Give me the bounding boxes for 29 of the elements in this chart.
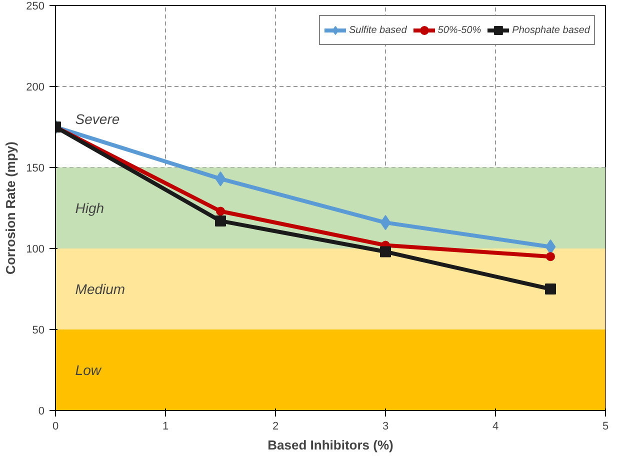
y-tick-label: 50: [32, 324, 45, 336]
x-tick-label: 2: [272, 420, 279, 432]
legend-label: 50%-50%: [438, 24, 482, 36]
point: [215, 171, 226, 186]
point: [216, 206, 225, 216]
point: [215, 215, 226, 226]
x-tick-label: 3: [382, 420, 389, 432]
legend-label: Sulfite based: [348, 24, 407, 36]
band-label: Low: [75, 362, 102, 378]
y-tick-label: 250: [26, 0, 45, 12]
x-tick-label: 4: [492, 420, 499, 432]
y-tick-label: 200: [26, 82, 45, 94]
legend-label: Phosphate based: [512, 24, 590, 36]
point: [380, 246, 391, 258]
x-tick-label: 0: [52, 420, 59, 432]
y-tick-label: 0: [38, 406, 45, 418]
y-tick-label: 100: [26, 244, 45, 256]
x-axis-title: Based Inhibitors (%): [268, 438, 394, 452]
x-tick-label: 5: [602, 420, 609, 432]
point: [546, 252, 555, 262]
y-tick-label: 150: [26, 162, 45, 174]
point: [380, 215, 391, 230]
point: [545, 284, 556, 294]
point: [545, 239, 556, 254]
y-axis-title: Corrosion Rate (mpy): [3, 142, 18, 274]
band-label: Medium: [75, 281, 126, 297]
band-label: High: [75, 200, 104, 216]
x-tick-label: 1: [162, 420, 169, 432]
annotation: Severe: [75, 110, 120, 127]
